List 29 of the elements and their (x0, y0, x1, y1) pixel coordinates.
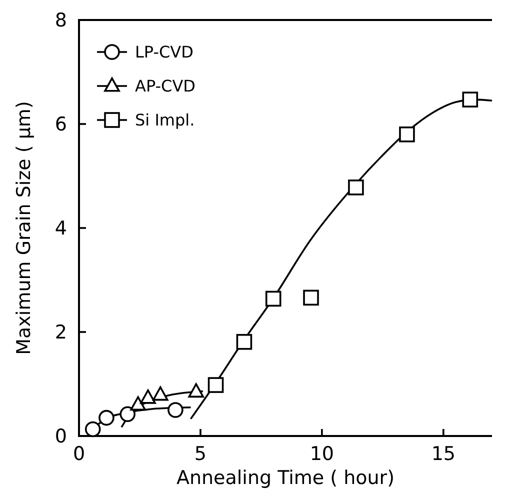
y-tick-label: 8 (54, 10, 67, 32)
legend-label: AP-CVD (135, 76, 196, 96)
x-tick-label: 10 (310, 443, 334, 465)
point (130, 396, 146, 411)
point (303, 290, 319, 306)
legend-label: Si Impl. (135, 110, 195, 130)
point (168, 402, 184, 418)
point (188, 383, 204, 398)
y-tick-label: 6 (54, 114, 67, 136)
x-tick-label: 15 (431, 443, 456, 465)
point (348, 180, 364, 196)
point (140, 389, 156, 404)
point (84, 421, 101, 438)
y-tick-label: 2 (54, 322, 67, 344)
y-axis-title: Maximum Grain Size ( μm) (13, 101, 35, 355)
x-tick-label: 0 (72, 443, 86, 465)
point (120, 406, 136, 422)
x-tick-label: 5 (194, 443, 207, 465)
x-axis-title: Annealing Time ( hour) (176, 467, 395, 489)
legend-label: LP-CVD (135, 42, 194, 62)
point (399, 126, 415, 142)
point (462, 92, 478, 108)
point (208, 377, 224, 393)
point (98, 410, 114, 426)
point (265, 290, 282, 307)
y-tick-label: 4 (54, 218, 67, 240)
point (236, 334, 252, 350)
point (152, 386, 168, 401)
y-tick-label: 0 (54, 426, 67, 448)
